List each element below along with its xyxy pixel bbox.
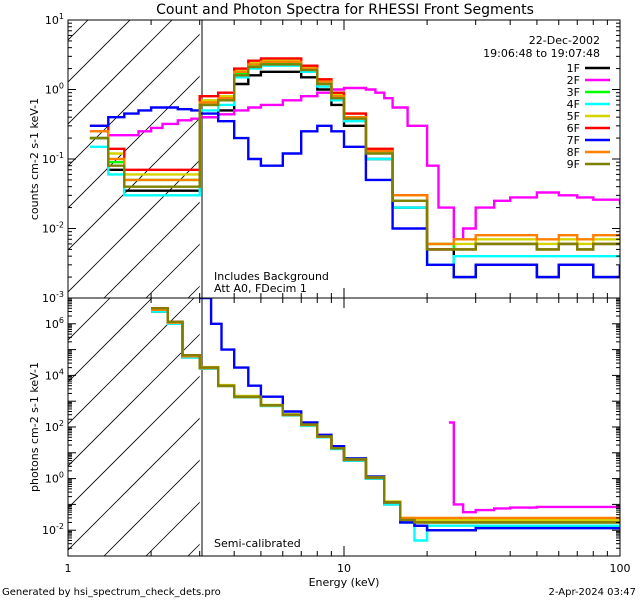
- x-tick-label: 1: [65, 562, 72, 575]
- bottom-hatch-line: [68, 298, 237, 467]
- legend-label-4F: 4F: [567, 98, 580, 111]
- top-hatch-line: [68, 20, 131, 83]
- top-panel: 10-3 10-2 10-1 100 101 counts cm-2 s-1 keV-1…: [28, 12, 621, 305]
- bottom-ytick-label: 104: [45, 367, 64, 382]
- annotation-semicalibrated: Semi-calibrated: [214, 537, 301, 550]
- x-axis-label: Energy (keV): [309, 576, 380, 589]
- bottom-hatch-cover: [199, 298, 620, 556]
- legend-label-3F: 3F: [567, 86, 580, 99]
- bottom-hatch-line: [68, 298, 195, 425]
- top-ytick-label: 10-1: [42, 151, 64, 166]
- top-ytick-label: 100: [45, 82, 64, 97]
- bottom-ytick-label: 100: [45, 471, 64, 486]
- bottom-ytick-label: 10-2: [42, 522, 64, 537]
- x-tick-label: 10: [337, 562, 351, 575]
- legend-label-7F: 7F: [567, 134, 580, 147]
- top-series-group: [89, 57, 620, 279]
- bottom-series-group: [151, 298, 620, 542]
- x-axis: 1 10 100: [65, 20, 631, 575]
- chart-title: Count and Photon Spectra for RHESSI Fron…: [156, 2, 534, 18]
- bottom-ytick-label: 102: [45, 419, 64, 434]
- top-series-7F: [89, 106, 620, 279]
- annotation-attenuator: Att A0, FDecim 1: [214, 282, 307, 295]
- legend-label-9F: 9F: [567, 158, 580, 171]
- legend-label-2F: 2F: [567, 74, 580, 87]
- footer-date: 2-Apr-2024 03:47: [549, 587, 636, 598]
- bottom-hatch-region: [0, 298, 620, 556]
- top-series-9F: [89, 63, 620, 251]
- footer-generated: Generated by hsi_spectrum_check_dets.pro: [2, 587, 221, 598]
- bottom-series-9F: [151, 307, 620, 524]
- annotation-time: 19:06:48 to 19:07:48: [483, 47, 600, 60]
- legend-label-8F: 8F: [567, 146, 580, 159]
- top-ytick-label: 10-3: [42, 290, 64, 305]
- bottom-ytick-label: 106: [45, 316, 64, 331]
- x-tick-label: 100: [610, 562, 631, 575]
- legend-label-5F: 5F: [567, 110, 580, 123]
- bottom-series-2F: [448, 421, 620, 514]
- legend-label-6F: 6F: [567, 122, 580, 135]
- top-y-axis: 10-3 10-2 10-1 100 101: [42, 12, 620, 305]
- bottom-hatch-line: [0, 298, 26, 556]
- bottom-panel: 10-2 100 102 104 106 1 10 100 photons cm-2 s-1…: [0, 20, 631, 589]
- legend-label-1F: 1F: [567, 62, 580, 75]
- bottom-hatch-line: [68, 298, 153, 383]
- top-series-2F: [89, 86, 620, 241]
- top-ytick-label: 10-2: [42, 221, 64, 236]
- annotation-background: Includes Background: [214, 270, 329, 283]
- bottom-y-label: photons cm-2 s-1 keV-1: [28, 362, 41, 492]
- top-ytick-label: 101: [45, 12, 64, 27]
- top-y-label: counts cm-2 s-1 keV-1: [28, 98, 41, 220]
- top-hatch-line: [68, 20, 173, 125]
- bottom-y-axis: 10-2 100 102 104 106: [42, 297, 620, 557]
- annotation-date: 22-Dec-2002: [529, 34, 600, 47]
